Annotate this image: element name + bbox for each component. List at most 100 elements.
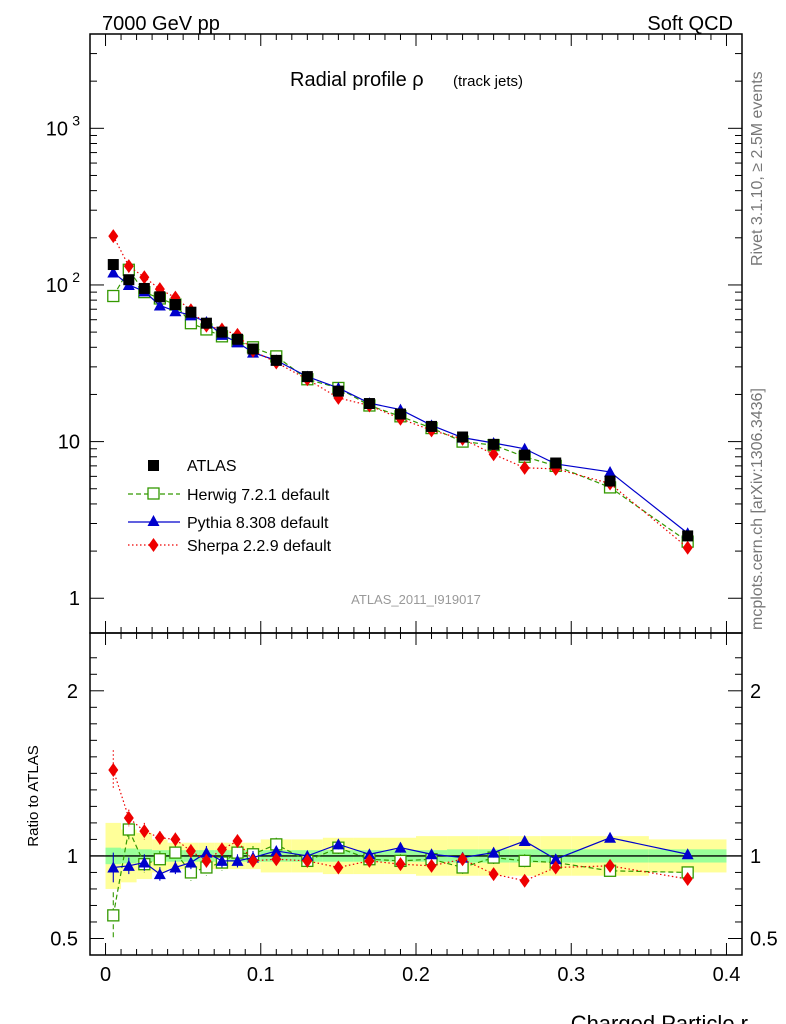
series-point <box>123 259 134 274</box>
data-point <box>123 274 135 286</box>
ratio-point <box>332 838 345 850</box>
ratio-point <box>108 763 119 778</box>
data-point <box>270 354 282 366</box>
legend-label-pythia: Pythia 8.308 default <box>187 515 329 532</box>
ratio-point <box>519 873 530 888</box>
legend-marker-pythia <box>147 515 160 526</box>
ratio-point <box>363 848 376 860</box>
data-point <box>394 408 406 420</box>
ratio-frame <box>89 632 743 956</box>
ratio-point <box>302 853 313 868</box>
ratio-point <box>231 854 244 866</box>
ratio-point <box>271 852 282 867</box>
plot-title: Radial profile ρ <box>290 69 424 91</box>
rivet-version-label: Rivet 3.1.10, ≥ 2.5M events <box>749 71 766 266</box>
series-point <box>153 299 166 311</box>
ratio-point <box>333 860 344 875</box>
y-tick-label-exponent: 2 <box>72 269 80 285</box>
header-right: Soft QCD <box>647 13 733 35</box>
ratio-point <box>457 852 468 867</box>
x-axis-label: Charged Particle r <box>571 1011 748 1024</box>
ratio-point <box>232 834 243 849</box>
mcplots-label: mcplots.cern.ch [arXiv:1306.3436] <box>749 388 766 630</box>
ratio-point <box>107 861 120 873</box>
ratio-point <box>248 853 258 868</box>
data-point <box>154 291 166 303</box>
ratio-point <box>605 858 616 873</box>
ratio-y-tick-label: 0.5 <box>50 928 78 950</box>
data-point <box>169 299 181 311</box>
ratio-point <box>153 868 166 880</box>
data-point <box>488 438 500 450</box>
series-point <box>169 305 182 317</box>
header-left: 7000 GeV pp <box>102 13 220 35</box>
series-line <box>112 272 689 534</box>
ratio-point <box>682 872 693 887</box>
ratio-series-line <box>112 769 688 882</box>
series-point <box>519 460 530 475</box>
data-point <box>200 317 212 329</box>
data-point <box>332 385 344 397</box>
ratio-point <box>549 853 562 865</box>
data-point <box>682 530 694 542</box>
ratio-point <box>550 860 561 875</box>
ratio-point <box>200 846 213 858</box>
ratio-point <box>169 861 182 873</box>
ratio-point <box>169 846 182 859</box>
legend-marker-sherpa <box>148 538 159 552</box>
ratio-point <box>487 846 500 858</box>
data-point <box>604 475 616 487</box>
legend-label-atlas: ATLAS <box>187 458 237 475</box>
ratio-point <box>426 858 437 873</box>
ratio-panel: 0 0.1 0.2 0.3 0.4 0.5 0.5 1 1 2 2 <box>50 632 778 986</box>
data-point <box>363 398 375 410</box>
series-line <box>112 235 689 549</box>
data-point <box>185 306 197 318</box>
ratio-point <box>123 810 134 825</box>
series-point <box>107 289 120 303</box>
legend-marker-herwig <box>147 487 160 500</box>
ratio-point <box>215 854 228 866</box>
ratio-y-tick-label-right: 0.5 <box>750 928 778 950</box>
ratio-series-line <box>113 837 688 875</box>
x-tick-label: 0.4 <box>713 964 741 986</box>
ratio-point <box>604 831 617 843</box>
series-point <box>604 465 617 477</box>
plot-title-sub: (track jets) <box>453 73 523 90</box>
ratio-y-tick-label: 2 <box>67 681 78 703</box>
ratio-y-tick-label-right: 1 <box>750 846 761 868</box>
ratio-point <box>201 853 212 868</box>
legend-marker-atlas <box>148 460 159 471</box>
ratio-point <box>185 843 196 858</box>
data-point <box>550 457 562 469</box>
x-tick-label: 0.1 <box>247 964 275 986</box>
ratio-point <box>122 859 135 871</box>
series-point <box>488 447 499 462</box>
ratio-point <box>139 824 150 839</box>
ratio-point <box>518 835 531 847</box>
ratio-y-tick-label-right: 2 <box>750 681 761 703</box>
data-point <box>107 259 119 271</box>
legend-label-sherpa: Sherpa 2.2.9 default <box>187 538 332 555</box>
data-point <box>138 282 150 294</box>
ratio-point <box>170 832 181 847</box>
series-point <box>682 540 693 555</box>
series-point <box>107 266 120 278</box>
series-point <box>108 229 119 244</box>
series-point <box>139 270 150 285</box>
ratio-point <box>518 854 531 868</box>
x-tick-label: 0 <box>100 964 111 986</box>
y-tick-label-exponent: 3 <box>72 112 80 128</box>
ratio-point <box>395 857 406 872</box>
y-tick-label: 10 <box>46 118 68 140</box>
data-point <box>216 326 228 338</box>
data-point <box>457 431 469 443</box>
data-point <box>247 343 259 355</box>
ratio-point <box>394 841 407 853</box>
ratio-point <box>107 909 120 922</box>
ratio-point <box>488 867 499 882</box>
ratio-point <box>681 848 694 860</box>
ratio-point <box>425 848 438 860</box>
